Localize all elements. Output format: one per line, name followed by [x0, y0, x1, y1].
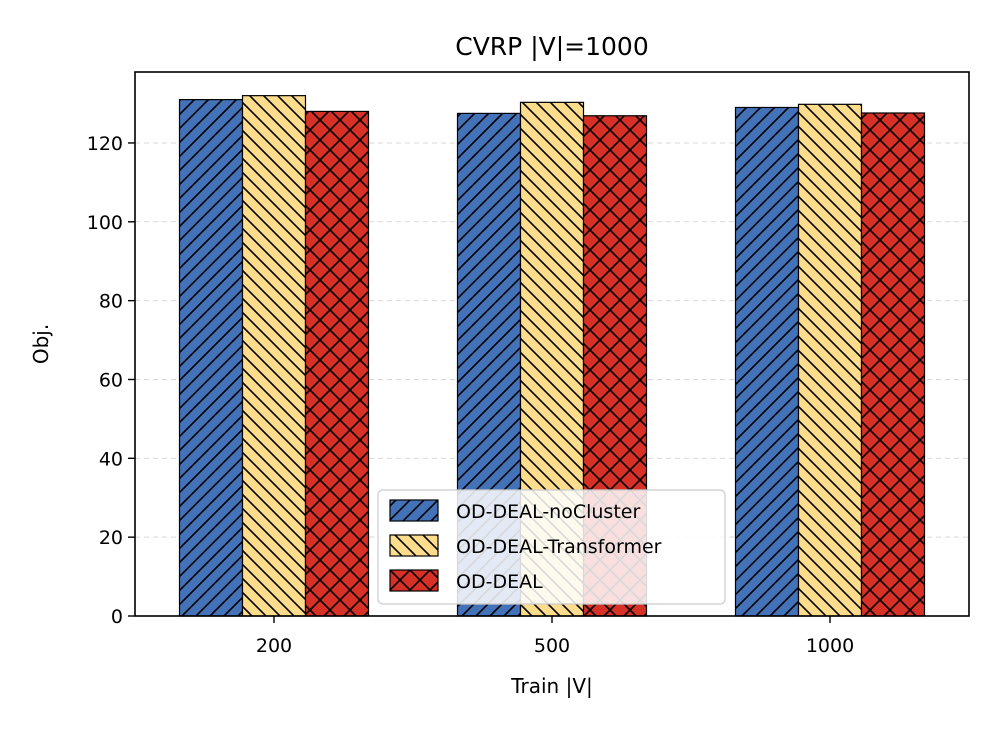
- legend-label: OD-DEAL-noCluster: [456, 501, 640, 523]
- y-tick-label: 80: [99, 291, 123, 313]
- x-tick-label: 1000: [806, 635, 854, 657]
- legend: OD-DEAL-noCluster OD-DEAL-Transformer OD-D…: [377, 489, 726, 605]
- x-tick-label: 500: [534, 635, 570, 657]
- bar-od-deal-200: [304, 110, 370, 617]
- x-axis-label: Train |V|: [510, 674, 593, 698]
- legend-swatch: [389, 569, 439, 592]
- y-axis-label: Obj.: [29, 324, 53, 364]
- legend-label: OD-DEAL-Transformer: [456, 536, 662, 558]
- y-tick-label: 100: [87, 212, 123, 234]
- bar-od-deal-nocluster-1000: [734, 106, 800, 617]
- y-tick-label: 40: [99, 448, 123, 470]
- bars: [178, 95, 926, 617]
- y-tick-label: 60: [99, 369, 123, 391]
- y-tick-label: 20: [99, 527, 123, 549]
- bar-od-deal-transformer-1000: [797, 103, 863, 617]
- y-tick-label: 120: [87, 133, 123, 155]
- chart-title: CVRP |V|=1000: [455, 32, 648, 61]
- y-tick-label: 0: [111, 606, 123, 628]
- bar-od-deal-transformer-200: [241, 95, 307, 617]
- legend-swatch: [389, 534, 439, 557]
- legend-swatch: [389, 499, 439, 522]
- bar-od-deal-nocluster-200: [178, 98, 244, 617]
- y-axis-ticks: 0 20 40 60 80 100 120: [87, 133, 135, 628]
- x-tick-label: 200: [256, 635, 292, 657]
- legend-frame: [377, 489, 726, 605]
- x-axis-ticks: 200 500 1000: [256, 616, 854, 657]
- legend-label: OD-DEAL: [456, 571, 543, 593]
- bar-od-deal-1000: [860, 112, 926, 617]
